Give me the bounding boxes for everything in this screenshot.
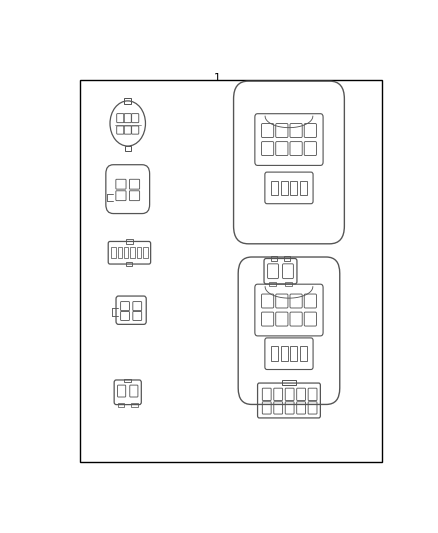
Bar xyxy=(131,247,135,259)
Bar xyxy=(124,379,131,383)
Bar xyxy=(300,346,307,361)
Bar xyxy=(125,146,131,151)
Bar xyxy=(117,247,122,259)
Bar xyxy=(290,181,297,195)
Bar xyxy=(290,346,297,361)
Bar xyxy=(124,247,128,259)
Bar xyxy=(126,239,133,244)
Bar xyxy=(271,346,278,361)
Bar xyxy=(300,181,307,195)
Bar xyxy=(118,402,124,407)
Bar xyxy=(143,247,148,259)
Bar xyxy=(111,247,116,259)
Bar xyxy=(269,282,276,286)
Bar xyxy=(127,262,132,265)
Bar xyxy=(282,380,296,385)
Bar xyxy=(285,282,292,286)
Bar xyxy=(124,98,131,104)
Bar xyxy=(80,80,382,462)
Bar xyxy=(281,346,288,361)
Text: 1: 1 xyxy=(214,73,221,83)
Bar xyxy=(284,256,290,261)
Bar xyxy=(281,181,288,195)
Bar xyxy=(271,181,278,195)
Bar xyxy=(131,402,138,407)
Bar xyxy=(271,256,277,261)
Bar xyxy=(137,247,141,259)
